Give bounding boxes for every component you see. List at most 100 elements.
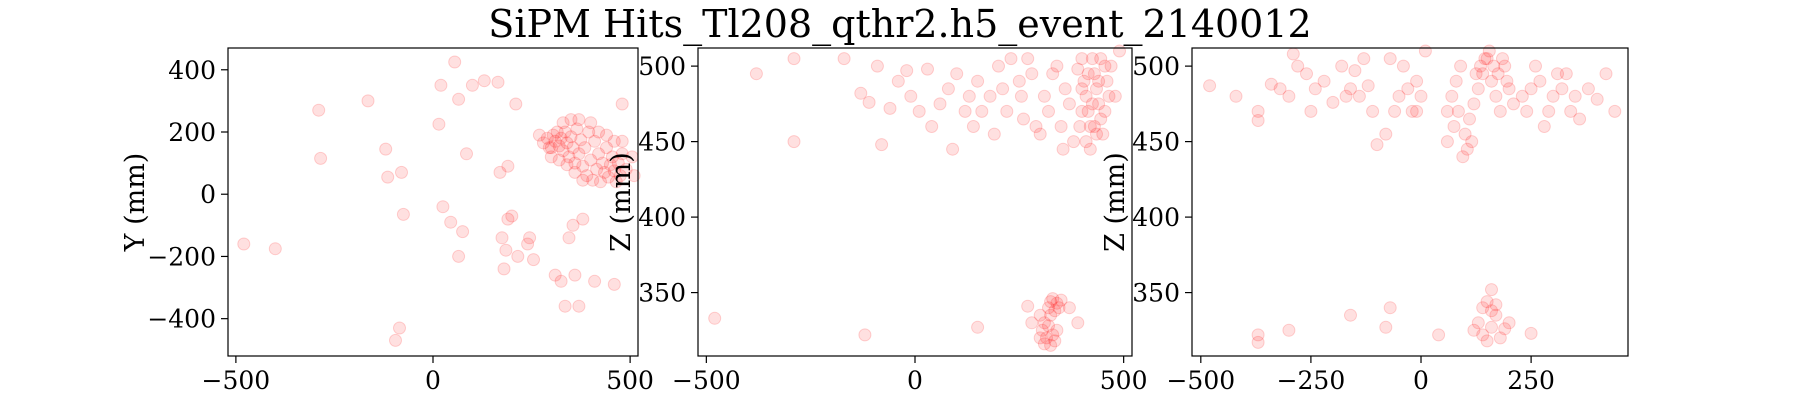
data-point <box>1071 62 1085 76</box>
data-point <box>456 225 470 239</box>
data-point <box>1383 301 1397 315</box>
data-point <box>1546 89 1560 103</box>
data-point <box>900 64 914 78</box>
data-point <box>1487 59 1501 73</box>
data-point <box>452 249 466 263</box>
data-point <box>1203 79 1217 93</box>
data-point <box>497 262 511 276</box>
data-point <box>598 165 611 179</box>
data-point <box>1348 64 1362 78</box>
data-point <box>1447 120 1461 133</box>
data-point <box>708 311 722 325</box>
data-point <box>1075 82 1089 96</box>
data-point <box>1485 304 1498 318</box>
data-point <box>1087 67 1101 81</box>
figure-title: SiPM Hits_Tl208_qthr2.h5_event_2140012 <box>488 2 1312 46</box>
data-point <box>594 175 607 189</box>
data-point <box>582 125 596 139</box>
data-point <box>237 237 251 251</box>
data-point <box>562 150 576 164</box>
data-point <box>1037 316 1051 330</box>
data-point <box>592 125 606 139</box>
data-point <box>1035 323 1049 337</box>
data-point <box>588 274 602 288</box>
data-point <box>523 231 537 245</box>
data-point <box>1379 320 1393 334</box>
data-point <box>1529 59 1542 73</box>
y-tick-label: 0 <box>200 180 216 209</box>
data-point <box>1344 308 1357 322</box>
data-point <box>1555 82 1569 96</box>
data-point <box>1094 112 1108 126</box>
data-point <box>556 116 570 130</box>
data-point <box>1515 89 1529 103</box>
data-point <box>552 139 566 153</box>
data-point <box>1410 74 1424 88</box>
data-point <box>1496 52 1509 66</box>
data-point <box>615 97 629 111</box>
data-point <box>1050 296 1064 310</box>
data-point <box>1098 59 1112 73</box>
scatter-series <box>1203 44 1622 349</box>
data-point <box>1083 142 1097 156</box>
data-point <box>1085 52 1099 66</box>
data-point <box>1502 82 1516 96</box>
x-tick-label: 0 <box>1413 366 1429 395</box>
data-point <box>1401 82 1415 96</box>
data-point <box>1460 142 1474 156</box>
data-point <box>933 97 947 111</box>
data-point <box>1092 74 1106 88</box>
x-tick-label: 500 <box>606 366 654 395</box>
data-point <box>1300 67 1313 81</box>
data-point <box>1044 295 1058 309</box>
data-point <box>1480 52 1494 66</box>
data-point <box>1383 52 1397 66</box>
data-point <box>749 67 763 81</box>
data-point <box>996 82 1010 96</box>
data-point <box>542 141 556 155</box>
data-point <box>1392 89 1406 103</box>
data-point <box>379 142 393 156</box>
data-point <box>546 128 560 142</box>
data-point <box>1451 104 1465 118</box>
data-point <box>1046 67 1060 81</box>
data-point <box>1062 301 1076 315</box>
data-point <box>1071 316 1085 330</box>
y-tick-label: 400 <box>168 56 216 85</box>
data-point <box>540 131 554 145</box>
data-point <box>1073 120 1087 133</box>
data-point <box>1042 319 1055 333</box>
data-point <box>580 169 594 183</box>
data-point <box>1251 104 1265 118</box>
data-point <box>1058 82 1072 96</box>
data-point <box>1021 52 1035 66</box>
data-point <box>1046 328 1060 342</box>
data-point <box>493 165 507 179</box>
data-point <box>444 215 458 229</box>
data-point <box>858 328 872 342</box>
scatter-series <box>237 55 641 347</box>
data-point <box>1476 301 1490 315</box>
data-point <box>1251 328 1265 342</box>
data-point <box>477 74 491 88</box>
subplot-2: −500 0 500 350 400 450 500 Z (mm) <box>606 44 1148 395</box>
y-tick-label: 500 <box>1132 52 1180 81</box>
data-point <box>1081 67 1095 81</box>
data-point <box>576 212 590 226</box>
data-point <box>465 78 479 92</box>
y-tick-label: 350 <box>638 279 686 308</box>
data-point <box>958 104 972 118</box>
data-point <box>1025 316 1039 330</box>
data-point <box>1478 52 1492 66</box>
data-point <box>1440 104 1454 118</box>
data-point <box>1396 59 1410 73</box>
data-point <box>1308 82 1322 96</box>
data-point <box>548 134 562 148</box>
data-point <box>495 231 509 245</box>
data-point <box>1542 104 1556 118</box>
data-point <box>576 173 590 187</box>
data-point <box>1339 89 1353 103</box>
data-point <box>592 147 606 161</box>
data-point <box>1079 89 1093 103</box>
data-point <box>1480 334 1494 348</box>
